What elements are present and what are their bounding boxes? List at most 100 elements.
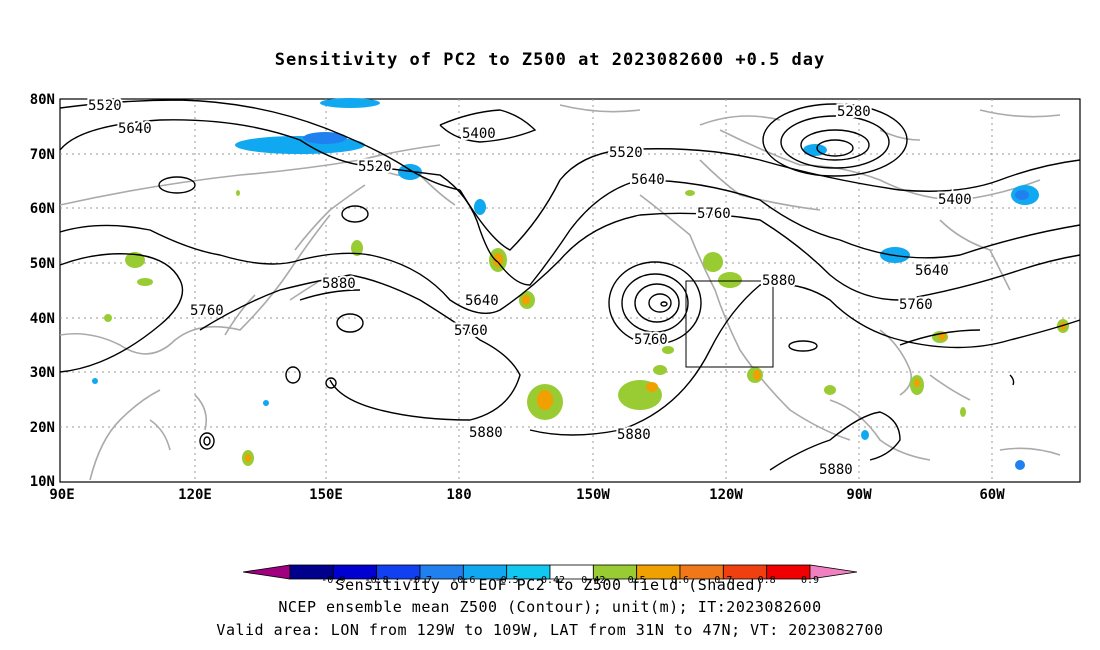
plot-frame	[59, 98, 1081, 483]
cell-contour	[341, 205, 369, 223]
low-outer-5760	[608, 261, 702, 345]
colorbar: -0.9 -0.8 -0.7 -0.6 -0.5 -0.42 0.42 0.5 0.6 0.7 0.…	[242, 564, 858, 586]
contour-label: 5880	[819, 462, 853, 478]
blue-shade	[303, 132, 347, 144]
low-ring	[648, 293, 672, 313]
lon-label: 120E	[178, 487, 212, 503]
contour-label: 5280	[837, 104, 871, 120]
footer-contour-caption: NCEP ensemble mean Z500 (Contour); unit(…	[278, 598, 822, 616]
contour-5640	[59, 119, 499, 263]
high-ring	[800, 129, 870, 161]
green-shade	[104, 314, 112, 322]
lat-label: 50N	[30, 256, 55, 272]
low-ring	[634, 283, 680, 323]
orange-shade	[522, 295, 530, 305]
contour-fragment	[1009, 374, 1015, 386]
colorbar-tick-label: 0.42	[581, 575, 605, 586]
colorbar-tick-label: 0.8	[758, 575, 776, 586]
cell-contour	[285, 366, 301, 384]
lon-label: 90E	[49, 487, 74, 503]
valid-area-box	[685, 280, 774, 368]
contour-label: 5760	[697, 206, 731, 222]
orange-shade	[753, 370, 761, 380]
low-center	[660, 301, 668, 307]
contour-label: 5760	[634, 332, 668, 348]
colorbar-tick-label: 0.5	[628, 575, 646, 586]
lat-label: 70N	[30, 147, 55, 163]
contour-label: 5880	[617, 427, 651, 443]
colorbar-tick-label: -0.5	[495, 575, 519, 586]
contour-label: 5640	[915, 263, 949, 279]
blue-shade	[398, 164, 422, 180]
orange-shade	[537, 390, 553, 410]
blue-shade	[320, 98, 380, 108]
high-ring	[780, 115, 890, 169]
grid-lines	[60, 99, 1080, 482]
contour-fragment	[299, 289, 361, 301]
green-shade	[236, 190, 240, 196]
lat-label: 60N	[30, 201, 55, 217]
colorbar-tick-label: 0.6	[671, 575, 689, 586]
contour-5880-south	[769, 411, 901, 471]
cell-contour	[158, 176, 196, 194]
blue-shade	[92, 378, 98, 384]
contour-5400	[439, 109, 537, 143]
lon-label: 150E	[309, 487, 343, 503]
cell-contour	[199, 432, 215, 450]
lat-label: 20N	[30, 420, 55, 436]
contour-5760	[59, 212, 1081, 314]
lon-label: 150W	[576, 487, 610, 503]
cell-contour	[788, 340, 818, 352]
orange-shade	[914, 379, 920, 387]
green-shade	[137, 278, 153, 286]
contour-5760-east-tail	[899, 329, 981, 346]
contour-label: 5640	[465, 293, 499, 309]
contour-label: 5400	[462, 126, 496, 142]
contour-5880-east	[529, 283, 1081, 436]
cell-contour	[336, 313, 364, 333]
colorbar-tick-label: 0.7	[714, 575, 732, 586]
colorbar-tick-label: -0.8	[365, 575, 389, 586]
green-shade	[824, 385, 836, 395]
blue-shade	[474, 199, 486, 215]
coastlines	[59, 104, 1061, 481]
colorbar-tick-label: -0.6	[451, 575, 475, 586]
contour-label: 5880	[469, 425, 503, 441]
green-shade	[125, 252, 145, 268]
blue-shade	[263, 400, 269, 406]
lat-labels: 80N 70N 60N 50N 40N 30N 20N 10N	[30, 92, 55, 490]
high-ring	[816, 139, 854, 157]
contour-label: 5400	[938, 192, 972, 208]
colorbar-tick-label: -0.9	[321, 575, 345, 586]
blue-shade	[1015, 190, 1029, 200]
lat-label: 40N	[30, 311, 55, 327]
lon-label: 90W	[846, 487, 872, 503]
contour-label: 5880	[322, 276, 356, 292]
colorbar-tick-label: 0.9	[801, 575, 819, 586]
contour-5640-east	[497, 179, 1081, 286]
contour-5520-east	[459, 148, 1081, 251]
colorbar-right-arrow	[809, 564, 858, 580]
contour-label: 5760	[190, 303, 224, 319]
green-shade	[685, 190, 695, 196]
contour-label: 5640	[118, 121, 152, 137]
lat-label: 10N	[30, 474, 55, 490]
contour-label: 5640	[631, 172, 665, 188]
contour-label: 5520	[88, 98, 122, 114]
contour-5880-west	[59, 253, 184, 373]
contour-5880	[199, 274, 521, 421]
contour-label: 5760	[899, 297, 933, 313]
green-shade	[351, 240, 363, 256]
lat-label: 80N	[30, 92, 55, 108]
cell-contour	[203, 436, 211, 446]
contour-label: 5520	[609, 145, 643, 161]
contour-label: 5880	[762, 273, 796, 289]
green-shade	[662, 346, 674, 354]
high-5280	[762, 103, 908, 177]
contour-label: 5520	[358, 159, 392, 175]
green-shade	[718, 272, 742, 288]
green-shade	[653, 365, 667, 375]
lon-labels: 90E 120E 150E 180 150W 120W 90W 60W	[49, 487, 1005, 503]
green-shade	[703, 252, 723, 272]
